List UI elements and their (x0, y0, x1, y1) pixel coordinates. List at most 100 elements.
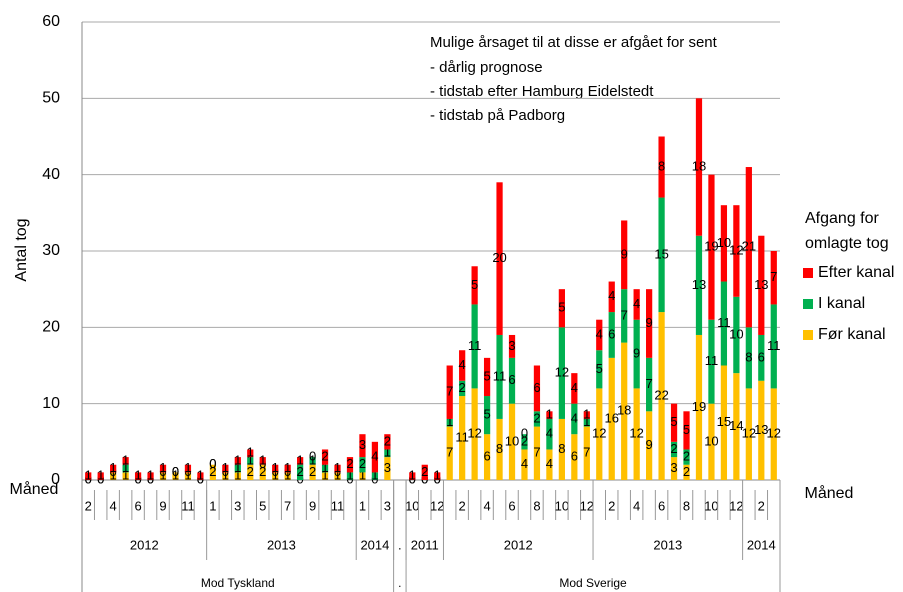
data-label: 21 (742, 239, 756, 254)
data-label: 1 (259, 452, 266, 467)
data-label: 0 (209, 456, 216, 471)
data-label: 1 (272, 468, 279, 483)
legend-swatch (803, 330, 813, 340)
x-tick-label: 1 (209, 498, 216, 513)
data-label: 2 (533, 410, 540, 425)
data-label: 11 (717, 315, 731, 330)
data-label: 1 (546, 407, 553, 422)
data-label: 1 (110, 468, 117, 483)
legend-swatch (803, 268, 813, 278)
data-label: 5 (670, 414, 677, 429)
data-label: 16 (604, 410, 618, 425)
annotation: - tidstab på Padborg (430, 107, 565, 124)
x-axis-label: Måned (10, 480, 59, 498)
annotation: - tidstab efter Hamburg Eidelstedt (430, 83, 654, 100)
bar-segment (259, 457, 266, 465)
bar-segment (608, 357, 615, 480)
bar-segment (720, 365, 728, 480)
data-label: 2 (384, 433, 391, 448)
data-label: 4 (521, 456, 528, 471)
data-label: 4 (571, 410, 578, 425)
data-label: 15 (717, 414, 731, 429)
data-label: 5 (483, 407, 490, 422)
bar-segment (259, 464, 266, 480)
data-label: 1 (122, 452, 129, 467)
bar-segment (558, 327, 565, 419)
data-label: 12 (729, 242, 743, 257)
bar-segment (371, 472, 379, 480)
bar-segment (471, 266, 478, 305)
data-label: 2 (670, 441, 677, 456)
bar-segment (770, 388, 777, 480)
x-tick-label: 5 (259, 498, 266, 513)
bar-segment (683, 464, 690, 480)
bar-segment (321, 464, 329, 473)
data-label: 2 (359, 456, 366, 471)
bar-segment (683, 449, 690, 465)
data-label: 1 (583, 414, 590, 429)
bar-segment (571, 373, 578, 404)
bar-segment (471, 304, 478, 389)
bar-segment (284, 472, 291, 480)
bar-segment (720, 281, 728, 366)
data-label: 0 (309, 449, 316, 464)
data-label: 5 (483, 368, 490, 383)
bar-segment (159, 472, 167, 480)
data-label: 0 (172, 464, 179, 479)
bar-segment (334, 464, 341, 473)
y-tick-label: 30 (42, 242, 60, 259)
bar-segment (234, 472, 241, 480)
bar-segment (745, 388, 752, 480)
data-label: 0 (172, 464, 179, 479)
data-label: 1 (159, 460, 166, 475)
year-label: 2012 (130, 537, 159, 552)
x-tick-label: 2 (85, 498, 92, 513)
data-label: 6 (533, 380, 540, 395)
data-label: 0 (209, 456, 216, 471)
x-tick-label: 2 (758, 498, 765, 513)
data-label: 6 (608, 326, 615, 341)
bar-segment (583, 411, 590, 419)
bar-segment (483, 357, 491, 397)
data-label: 1 (197, 468, 204, 483)
bar-segment (247, 464, 254, 480)
x-tick-label: 12 (430, 498, 444, 513)
y-tick-label: 0 (51, 471, 60, 488)
bar-segment (297, 457, 304, 465)
x-tick-label: 12 (580, 498, 594, 513)
data-label: 1 (359, 468, 366, 483)
data-label: 4 (546, 426, 553, 441)
data-label: 8 (658, 158, 665, 173)
data-label: 1 (222, 460, 229, 475)
bar-segment (633, 388, 640, 480)
y-tick-label: 20 (42, 319, 60, 336)
data-label: 11 (767, 338, 781, 353)
bar-segment (459, 380, 466, 397)
data-label: 1 (110, 460, 117, 475)
data-label: 1 (334, 460, 341, 475)
year-label: . (398, 537, 402, 552)
data-label: 1 (85, 468, 92, 483)
bar-segment (209, 464, 216, 480)
bar-segment (521, 434, 528, 450)
data-label: 2 (346, 456, 353, 471)
group-label: Mod Tyskland (201, 576, 275, 590)
data-label: 1 (97, 468, 104, 483)
bar-segment (384, 449, 391, 458)
year-label: 2013 (653, 537, 682, 552)
bar-segment (222, 472, 229, 480)
bar-segment (658, 136, 665, 198)
bar-segment (110, 464, 117, 473)
bar-segment (646, 357, 653, 412)
annotation: Mulige årsaget til at disse er afgået fo… (430, 34, 718, 51)
bar-segment (658, 312, 665, 480)
x-tick-label: 4 (110, 498, 117, 513)
data-label: 1 (234, 460, 241, 475)
data-label: 1 (409, 468, 416, 483)
bar-segment (134, 472, 142, 480)
bar-segment (272, 472, 279, 480)
bar-segment (646, 411, 653, 480)
data-label: 1 (272, 460, 279, 475)
bar-segment (184, 472, 192, 480)
bar-segment (446, 426, 453, 480)
